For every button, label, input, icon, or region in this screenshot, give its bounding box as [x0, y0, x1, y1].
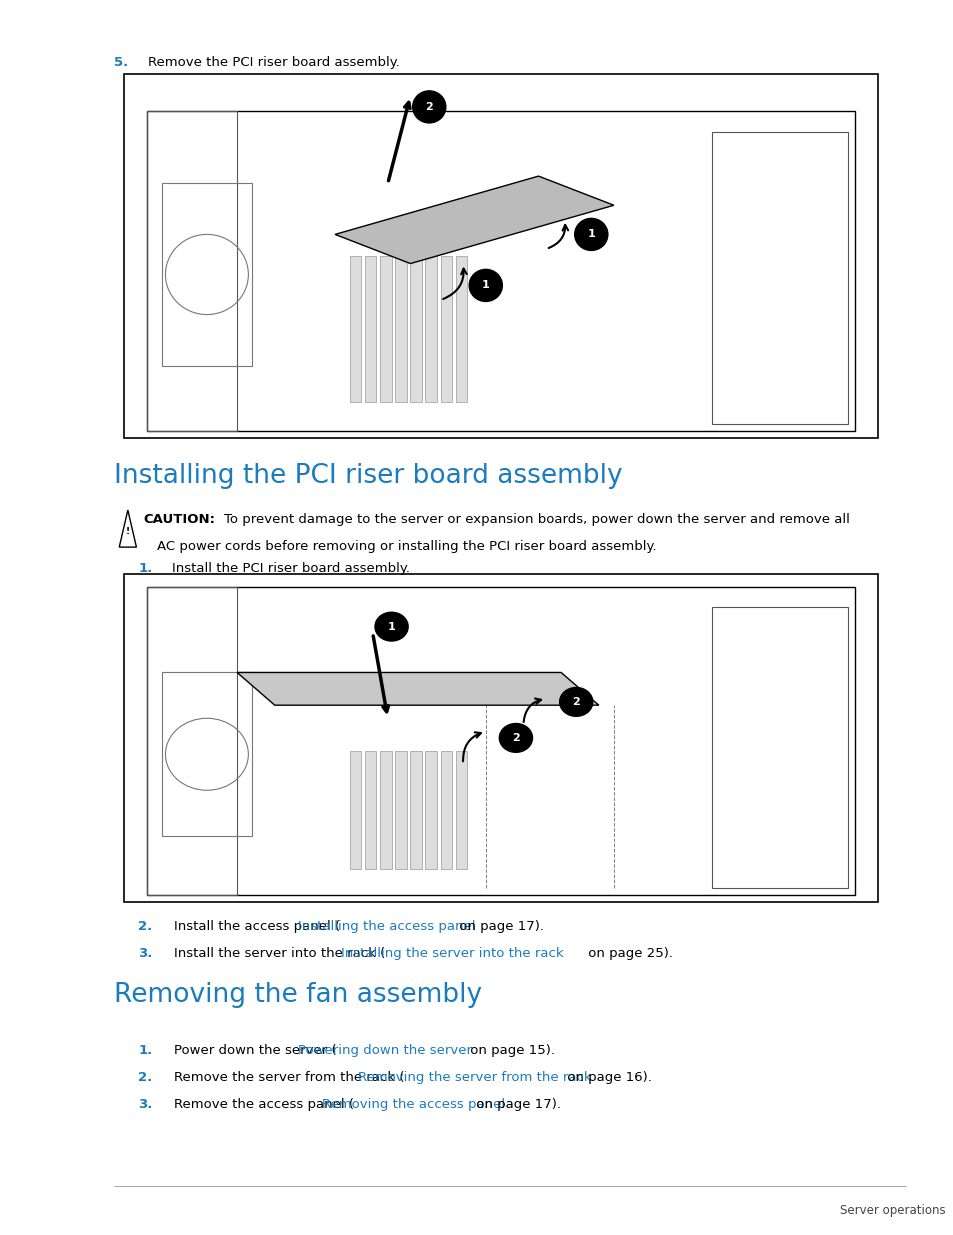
- Text: on page 25).: on page 25).: [583, 947, 672, 961]
- Bar: [395, 751, 406, 869]
- Bar: [425, 257, 436, 403]
- Text: Installing the PCI riser board assembly: Installing the PCI riser board assembly: [114, 463, 622, 489]
- Text: Install the server into the rack (: Install the server into the rack (: [173, 947, 384, 961]
- Text: AC power cords before removing or installing the PCI riser board assembly.: AC power cords before removing or instal…: [157, 540, 657, 553]
- Text: Install the access panel (: Install the access panel (: [173, 920, 339, 934]
- Text: 5.: 5.: [114, 56, 129, 69]
- Text: on page 15).: on page 15).: [465, 1044, 554, 1057]
- Bar: [440, 751, 452, 869]
- FancyBboxPatch shape: [124, 574, 877, 902]
- Text: Remove the access panel (: Remove the access panel (: [173, 1098, 354, 1112]
- Bar: [350, 257, 361, 403]
- Circle shape: [559, 688, 592, 716]
- Text: 3.: 3.: [138, 947, 152, 961]
- Bar: [425, 751, 436, 869]
- Polygon shape: [335, 177, 614, 263]
- Text: 1.: 1.: [138, 1044, 152, 1057]
- Text: 1: 1: [587, 230, 595, 240]
- Text: Removing the server from the rack: Removing the server from the rack: [357, 1071, 591, 1084]
- Text: 2.: 2.: [138, 920, 152, 934]
- Text: on page 16).: on page 16).: [562, 1071, 651, 1084]
- Bar: [365, 751, 376, 869]
- Bar: [162, 672, 252, 836]
- Bar: [380, 257, 391, 403]
- Bar: [365, 257, 376, 403]
- Text: 2: 2: [425, 103, 433, 112]
- Text: on page 17).: on page 17).: [472, 1098, 560, 1112]
- Text: Install the PCI riser board assembly.: Install the PCI riser board assembly.: [172, 562, 409, 576]
- Text: 2.: 2.: [138, 1071, 152, 1084]
- Bar: [350, 751, 361, 869]
- Text: To prevent damage to the server or expansion boards, power down the server and r: To prevent damage to the server or expan…: [224, 513, 849, 526]
- Circle shape: [469, 269, 502, 301]
- Bar: [380, 751, 391, 869]
- Circle shape: [375, 613, 408, 641]
- Text: 2: 2: [572, 697, 579, 706]
- Text: 3.: 3.: [138, 1098, 152, 1112]
- Text: Remove the server from the rack (: Remove the server from the rack (: [173, 1071, 404, 1084]
- Bar: [410, 751, 421, 869]
- Polygon shape: [237, 672, 598, 705]
- Text: Installing the server into the rack: Installing the server into the rack: [340, 947, 562, 961]
- Bar: [440, 257, 452, 403]
- Bar: [410, 257, 421, 403]
- Text: 2: 2: [512, 732, 519, 743]
- Text: Server operations    18: Server operations 18: [839, 1204, 953, 1218]
- Text: Removing the access panel: Removing the access panel: [322, 1098, 505, 1112]
- Text: 1: 1: [481, 280, 489, 290]
- Bar: [711, 606, 846, 888]
- Text: Remove the PCI riser board assembly.: Remove the PCI riser board assembly.: [148, 56, 399, 69]
- Text: Powering down the server: Powering down the server: [297, 1044, 471, 1057]
- Text: on page 17).: on page 17).: [455, 920, 543, 934]
- FancyBboxPatch shape: [124, 74, 877, 438]
- Bar: [456, 257, 466, 403]
- Bar: [711, 132, 846, 424]
- Circle shape: [574, 219, 607, 251]
- Bar: [456, 751, 466, 869]
- Circle shape: [498, 724, 532, 752]
- Bar: [162, 184, 252, 366]
- Text: 1.: 1.: [138, 562, 152, 576]
- Text: Removing the fan assembly: Removing the fan assembly: [114, 982, 482, 1008]
- Bar: [395, 257, 406, 403]
- Text: Installing the access panel: Installing the access panel: [297, 920, 475, 934]
- Text: 1: 1: [387, 621, 395, 631]
- Text: CAUTION:: CAUTION:: [143, 513, 214, 526]
- Text: !: !: [126, 526, 130, 536]
- Text: Power down the server (: Power down the server (: [173, 1044, 335, 1057]
- Circle shape: [413, 91, 445, 124]
